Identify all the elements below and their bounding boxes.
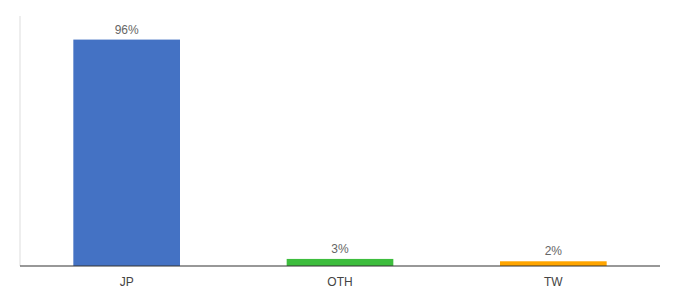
x-tick-label: OTH	[327, 275, 352, 289]
chart-svg: 96% JP 3% OTH 2% TW	[0, 0, 680, 300]
bar	[287, 259, 394, 266]
data-label: 96%	[115, 23, 139, 37]
bar	[500, 261, 607, 266]
data-label: 2%	[545, 244, 563, 258]
y-axis-line	[20, 16, 21, 266]
chart-container: 96% JP 3% OTH 2% TW	[0, 0, 680, 300]
bar	[73, 40, 180, 266]
x-axis-line	[20, 265, 660, 266]
x-tick-label: JP	[120, 275, 134, 289]
plot-area	[73, 40, 606, 266]
data-label: 3%	[331, 242, 349, 256]
x-tick-label: TW	[544, 275, 563, 289]
